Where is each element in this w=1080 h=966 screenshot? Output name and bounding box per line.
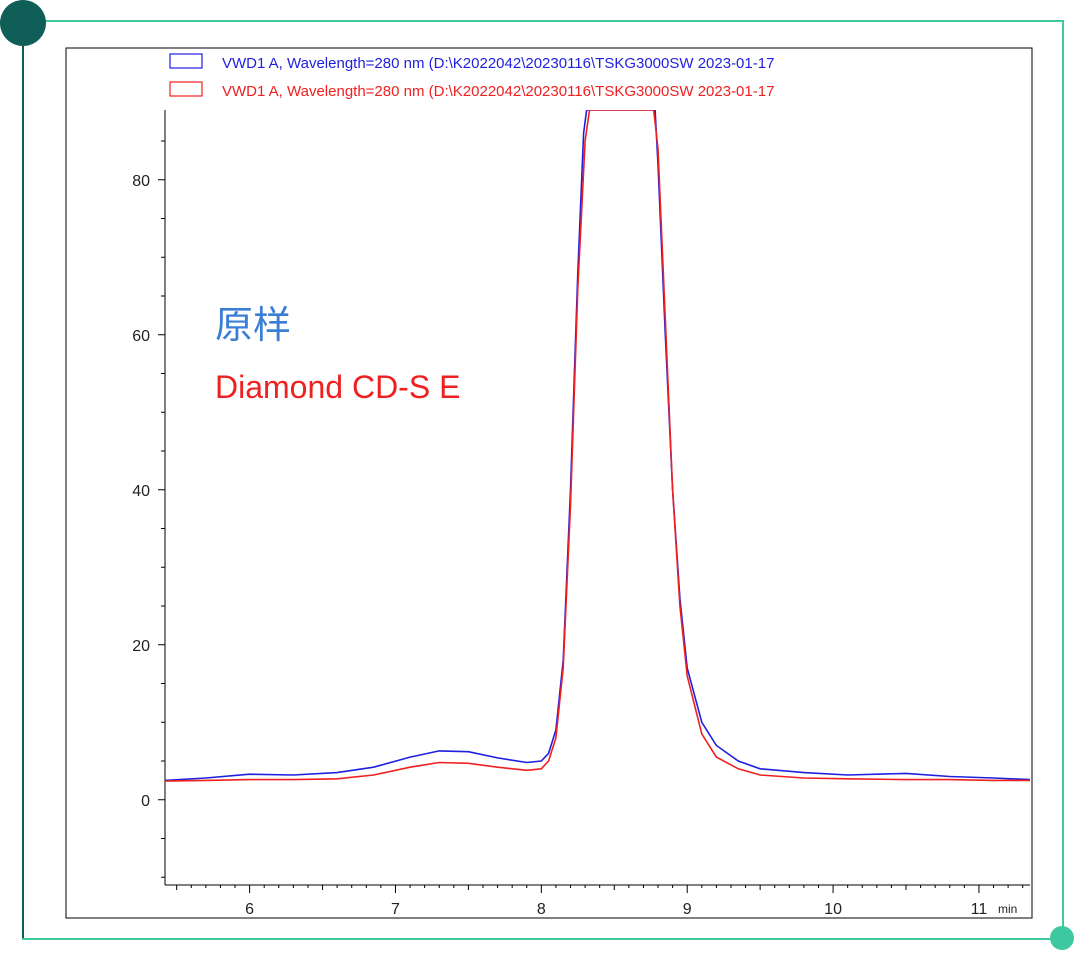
frame-border-right <box>1062 20 1064 940</box>
series-line-blue <box>165 110 1030 782</box>
frame-border-left <box>22 28 24 940</box>
x-tick-label: 10 <box>824 901 842 918</box>
x-tick-label: 6 <box>245 901 254 918</box>
y-tick-label: 0 <box>141 793 150 810</box>
x-axis-ticks: 6 7 8 9 10 11 <box>176 885 1024 918</box>
annotation-sample: 原样 <box>215 305 291 347</box>
x-tick-label: 8 <box>537 901 546 918</box>
legend-entry-red: VWD1 A, Wavelength=280 nm (D:\K2022042\2… <box>222 83 774 100</box>
y-tick-label: 80 <box>132 173 150 190</box>
annotation-product: Diamond CD-S E <box>215 369 460 405</box>
legend-entry-blue: VWD1 A, Wavelength=280 nm (D:\K2022042\2… <box>222 55 774 72</box>
chart-outer-border <box>65 47 1033 919</box>
frame-border-bottom <box>22 938 1064 940</box>
legend: VWD1 A, Wavelength=280 nm (D:\K2022042\2… <box>169 53 774 100</box>
y-tick-label: 60 <box>132 328 150 345</box>
legend-swatch-blue <box>169 53 203 69</box>
frame-corner-dot-top-left <box>0 0 46 46</box>
x-tick-label: 11 <box>971 901 988 918</box>
y-axis-ticks: 0 20 40 60 80 <box>132 140 165 878</box>
series-line-red <box>165 110 1030 782</box>
y-tick-label: 20 <box>132 638 150 655</box>
frame-corner-dot-bottom-right <box>1050 926 1074 950</box>
series-group <box>165 110 1030 782</box>
x-tick-label: 7 <box>391 901 400 918</box>
x-axis-unit-label: min <box>998 902 1017 916</box>
x-tick-label: 9 <box>683 901 692 918</box>
frame-border-top <box>30 20 1064 22</box>
y-tick-label: 40 <box>132 483 150 500</box>
legend-swatch-red <box>169 81 203 97</box>
